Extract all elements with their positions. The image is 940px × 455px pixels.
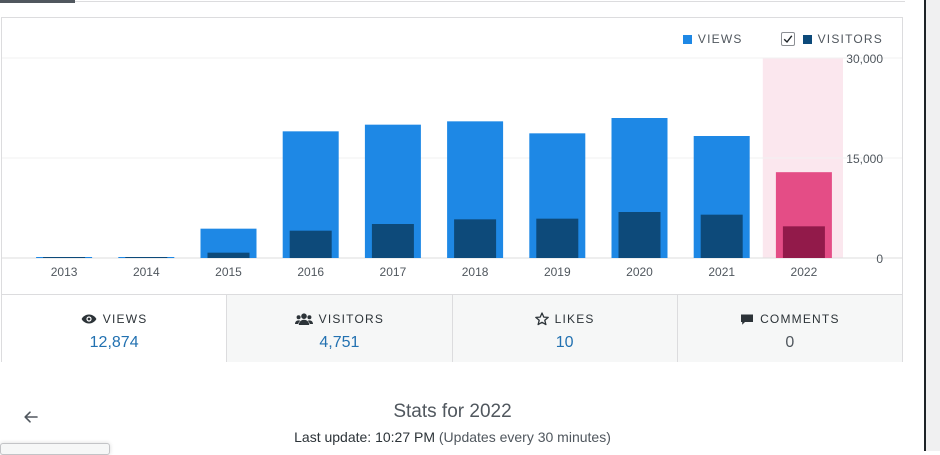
stat-tab-views[interactable]: VIEWS 12,874 — [2, 295, 228, 362]
stat-comments-value: 0 — [785, 334, 795, 351]
chart-legend: VIEWS VISITORS — [682, 32, 883, 46]
legend-views: VIEWS — [682, 32, 743, 46]
x-tick-label-2020: 2020 — [626, 265, 653, 279]
top-tab-strip — [0, 0, 905, 3]
stats-chart-card: 30,000 15,000 0 2013 2014 2015 2016 2017 2018 201… — [1, 17, 903, 362]
x-tick-label-2016: 2016 — [297, 265, 324, 279]
legend-views-swatch — [682, 34, 692, 44]
stat-views-label: VIEWS — [102, 312, 148, 326]
visitors-bar-2017[interactable] — [371, 224, 414, 258]
y-tick-label: 30,000 — [846, 52, 883, 66]
page-title: Stats for 2022 — [393, 401, 512, 422]
legend-views-label: VIEWS — [697, 32, 743, 46]
stat-likes-value: 10 — [555, 334, 574, 351]
comment-icon — [741, 314, 754, 325]
x-tick-label-2022: 2022 — [791, 265, 818, 279]
views-chart: 30,000 15,000 0 2013 2014 2015 2016 2017 2018 201… — [2, 52, 902, 279]
visitors-bar-2019[interactable] — [536, 218, 579, 258]
last-update-time: Last update: 10:27 PM — [294, 429, 435, 445]
visitors-bar-2020[interactable] — [618, 212, 661, 258]
corner-popup-edge — [0, 443, 110, 455]
visitors-bar-2015[interactable] — [207, 252, 250, 258]
star-icon — [534, 312, 549, 326]
y-tick-label: 0 — [876, 252, 883, 266]
visitors-bar-2013[interactable] — [43, 257, 86, 258]
stats-summary-row: VIEWS 12,874 VISITORS 4,751 — [2, 294, 902, 362]
stat-visitors-heading: VISITORS — [294, 312, 385, 326]
stat-tab-visitors[interactable]: VISITORS 4,751 — [227, 295, 453, 362]
people-icon — [294, 313, 313, 325]
visitors-toggle-checkbox[interactable] — [780, 32, 795, 46]
legend-visitors-label: VISITORS — [817, 32, 883, 46]
stat-likes-heading: LIKES — [534, 312, 595, 326]
checkmark-icon — [783, 35, 792, 44]
y-tick-label: 15,000 — [846, 152, 883, 166]
visitors-bar-2021[interactable] — [700, 214, 743, 258]
window-edge-line — [924, 0, 926, 451]
x-tick-label-2015: 2015 — [215, 265, 242, 279]
update-frequency-note: (Updates every 30 minutes) — [438, 429, 611, 445]
visitors-bar-2014[interactable] — [125, 257, 168, 258]
stat-likes-label: LIKES — [554, 312, 595, 326]
window-edge — [924, 0, 940, 451]
stat-views-heading: VIEWS — [81, 312, 148, 326]
x-tick-label-2019: 2019 — [544, 265, 571, 279]
eye-icon — [81, 314, 97, 324]
stat-comments-heading: COMMENTS — [740, 312, 840, 326]
stat-tab-comments[interactable]: COMMENTS 0 — [677, 295, 902, 362]
active-tab-indicator — [0, 0, 75, 3]
stat-comments-label: COMMENTS — [760, 312, 840, 326]
x-tick-label-2021: 2021 — [708, 265, 735, 279]
stat-tab-likes[interactable]: LIKES 10 — [452, 295, 678, 362]
x-tick-label-2017: 2017 — [380, 265, 407, 279]
back-arrow-icon[interactable] — [22, 408, 40, 426]
visitors-bar-2016[interactable] — [289, 230, 332, 258]
visitors-bar-2022[interactable] — [782, 226, 825, 258]
x-tick-label-2013: 2013 — [51, 265, 78, 279]
tab-strip-divider — [75, 1, 905, 2]
legend-visitors: VISITORS — [802, 32, 883, 46]
x-tick-label-2014: 2014 — [133, 265, 160, 279]
last-update-line: Last update: 10:27 PM (Updates every 30 … — [0, 429, 905, 445]
stat-views-value: 12,874 — [89, 334, 139, 351]
legend-visitors-swatch — [802, 34, 812, 44]
stat-visitors-value: 4,751 — [319, 334, 360, 351]
x-tick-label-2018: 2018 — [462, 265, 489, 279]
visitors-bar-2018[interactable] — [454, 219, 497, 258]
stat-visitors-label: VISITORS — [318, 312, 385, 326]
